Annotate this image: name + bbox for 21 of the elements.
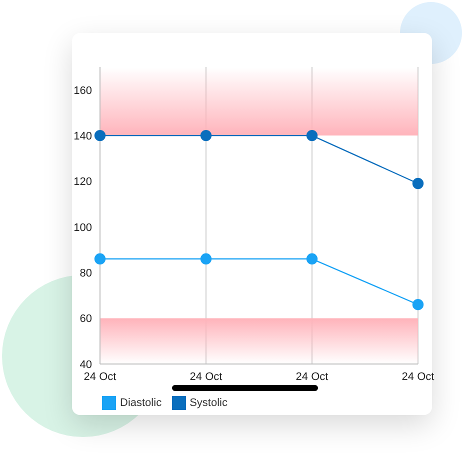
- point: [200, 130, 212, 142]
- y-tick-label: 120: [74, 176, 92, 188]
- x-tick-label: 24 Oct: [190, 370, 222, 383]
- y-tick-label: 40: [80, 358, 92, 371]
- legend-label: Diastolic: [120, 396, 162, 409]
- point: [412, 299, 424, 310]
- y-tick-label: 160: [74, 84, 92, 97]
- x-tick-label: 24 Oct: [296, 370, 328, 383]
- x-tick-label: 24 Oct: [84, 370, 116, 383]
- x-tick-label: 24 Oct: [402, 370, 434, 383]
- point: [306, 130, 318, 142]
- y-tick-label: 60: [80, 313, 92, 326]
- point: [200, 253, 212, 265]
- y-tick-label: 100: [74, 222, 92, 234]
- legend-label: Systolic: [190, 396, 228, 409]
- point: [94, 253, 106, 265]
- point: [412, 178, 424, 190]
- point: [306, 253, 318, 265]
- y-tick-label: 140: [74, 130, 92, 142]
- y-tick-label: 80: [80, 268, 92, 280]
- point: [94, 130, 106, 142]
